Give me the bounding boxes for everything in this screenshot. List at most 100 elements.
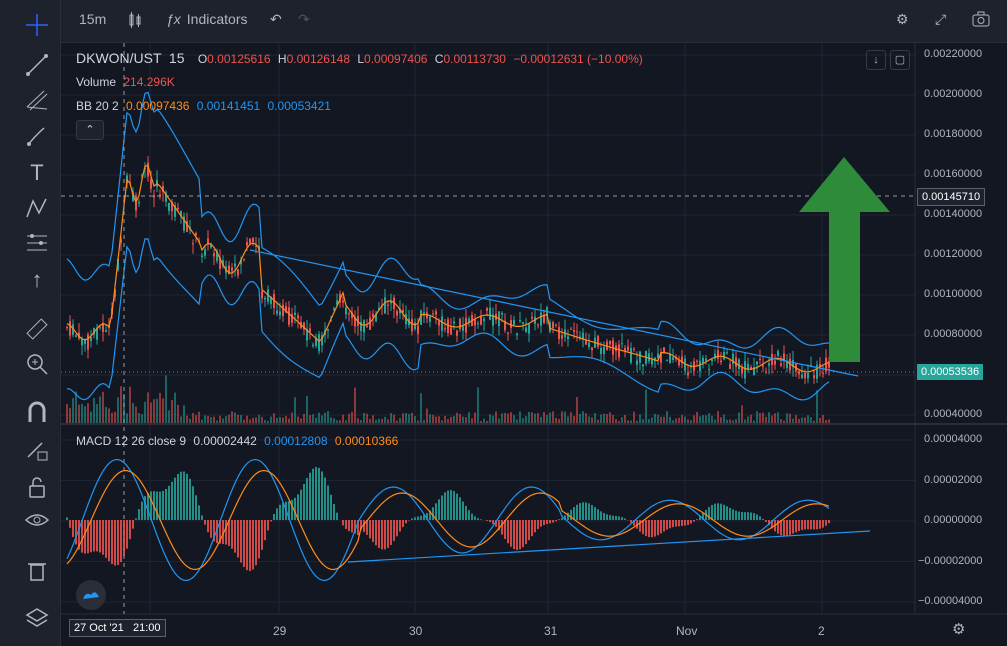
- candle-body: [318, 334, 320, 352]
- eye-icon[interactable]: [24, 507, 50, 533]
- layers-icon[interactable]: [24, 605, 50, 631]
- candle-body: [519, 320, 521, 322]
- macd-hist-bar: [396, 520, 398, 537]
- macd-hist-bar: [423, 514, 425, 520]
- candle-body: [516, 333, 518, 336]
- scroll-down-button[interactable]: ↓: [866, 50, 886, 70]
- pitchfork-icon[interactable]: [24, 87, 50, 113]
- candle-body: [798, 371, 800, 375]
- trendline-icon[interactable]: [24, 52, 50, 78]
- candle-body: [762, 365, 764, 367]
- macd-hist-bar: [723, 504, 725, 520]
- volume-bar: [693, 415, 695, 423]
- arrow-up-icon[interactable]: ↑: [31, 267, 43, 292]
- volume-bar: [342, 414, 344, 423]
- green-up-arrow[interactable]: [799, 157, 890, 362]
- collapse-legend-button[interactable]: ⌃: [76, 120, 104, 140]
- macd-hist-bar: [828, 520, 830, 524]
- candle-body: [552, 322, 554, 329]
- macd-hist-bar: [111, 520, 113, 565]
- brush-icon[interactable]: [24, 123, 50, 149]
- candle-body: [87, 334, 89, 350]
- fullscreen-icon[interactable]: ⤢: [935, 11, 947, 27]
- volume-bar: [189, 418, 191, 423]
- ruler-icon[interactable]: [24, 316, 50, 342]
- candle-body: [426, 312, 428, 319]
- undo-icon[interactable]: ↶: [270, 11, 282, 27]
- camera-icon[interactable]: [972, 11, 990, 30]
- candle-body: [303, 322, 305, 330]
- macd-hist-bar: [435, 503, 437, 520]
- macd-trendline[interactable]: [347, 530, 871, 563]
- volume-bar: [741, 405, 743, 423]
- macd-hist-bar: [708, 507, 710, 520]
- macd-hist-bar: [735, 510, 737, 520]
- crosshair-icon[interactable]: [24, 12, 50, 38]
- candle-body: [369, 317, 371, 330]
- macd-hist-bar: [420, 515, 422, 520]
- macd-hist-bar: [453, 491, 455, 520]
- volume-bar: [270, 416, 272, 423]
- symbol-name[interactable]: DKWON/UST: [76, 50, 162, 66]
- open-label: O: [197, 52, 208, 66]
- volume-bar: [744, 419, 746, 423]
- macd-hist-bar: [693, 520, 695, 522]
- tradingview-logo[interactable]: [76, 580, 106, 610]
- volume-bar: [285, 415, 287, 423]
- macd-hist-bar: [486, 520, 488, 521]
- macd-hist-bar: [402, 520, 404, 528]
- lock-drawing-icon[interactable]: [24, 437, 50, 463]
- macd-hist-bar: [129, 520, 131, 540]
- volume-bar: [354, 387, 356, 423]
- macd-hist-bar: [318, 467, 320, 520]
- candle-body: [102, 322, 104, 332]
- macd-hist-bar: [465, 506, 467, 520]
- volume-bar: [234, 412, 236, 423]
- candle-body: [507, 332, 509, 334]
- candle-body: [453, 321, 455, 324]
- volume-bar: [174, 392, 176, 423]
- interval-button[interactable]: 15m: [79, 11, 107, 27]
- macd-hist-bar: [375, 520, 377, 546]
- prediction-icon[interactable]: [24, 230, 50, 256]
- candle-body: [180, 210, 182, 217]
- macd-hist-bar: [180, 471, 182, 520]
- bb-label[interactable]: BB 20 2: [76, 99, 119, 113]
- volume-bar: [195, 415, 197, 423]
- macd-hist-bar: [78, 520, 80, 550]
- chart-settings-icon[interactable]: ⚙: [952, 621, 966, 638]
- zoom-in-icon[interactable]: [24, 351, 50, 377]
- macd-label[interactable]: MACD 12 26 close 9: [76, 434, 187, 448]
- candle-body: [312, 344, 314, 347]
- macd-hist-bar: [621, 517, 623, 520]
- indicators-button[interactable]: ƒx Indicators: [166, 11, 248, 27]
- chart-type-icon[interactable]: [128, 11, 142, 32]
- macd-hist-bar: [591, 505, 593, 520]
- redo-icon[interactable]: ↷: [298, 11, 310, 27]
- candle-body: [147, 162, 149, 177]
- descending-trendline[interactable]: [249, 249, 859, 377]
- candle-body: [306, 328, 308, 341]
- macd-hist-bar: [300, 489, 302, 520]
- volume-bar: [99, 396, 101, 423]
- candle-body: [168, 202, 170, 211]
- macd-hist-bar: [336, 512, 338, 520]
- maximize-pane-button[interactable]: ▢: [890, 50, 910, 70]
- volume-label[interactable]: Volume: [76, 75, 117, 89]
- macd-hist-bar: [273, 513, 275, 520]
- lock-icon[interactable]: [24, 474, 50, 500]
- candle-body: [567, 336, 569, 340]
- volume-bar: [729, 419, 731, 423]
- trash-icon[interactable]: [24, 557, 50, 583]
- macd-hist-bar: [378, 520, 380, 548]
- macd-hist-bar: [699, 516, 701, 520]
- text-tool-icon[interactable]: T: [30, 160, 44, 185]
- candle-body: [783, 353, 785, 361]
- magnet-icon[interactable]: [24, 400, 50, 426]
- volume-bar: [573, 416, 575, 423]
- candle-body: [822, 372, 824, 374]
- settings-icon[interactable]: ⚙: [896, 11, 909, 27]
- pattern-icon[interactable]: [24, 195, 50, 221]
- candle-body: [465, 317, 467, 333]
